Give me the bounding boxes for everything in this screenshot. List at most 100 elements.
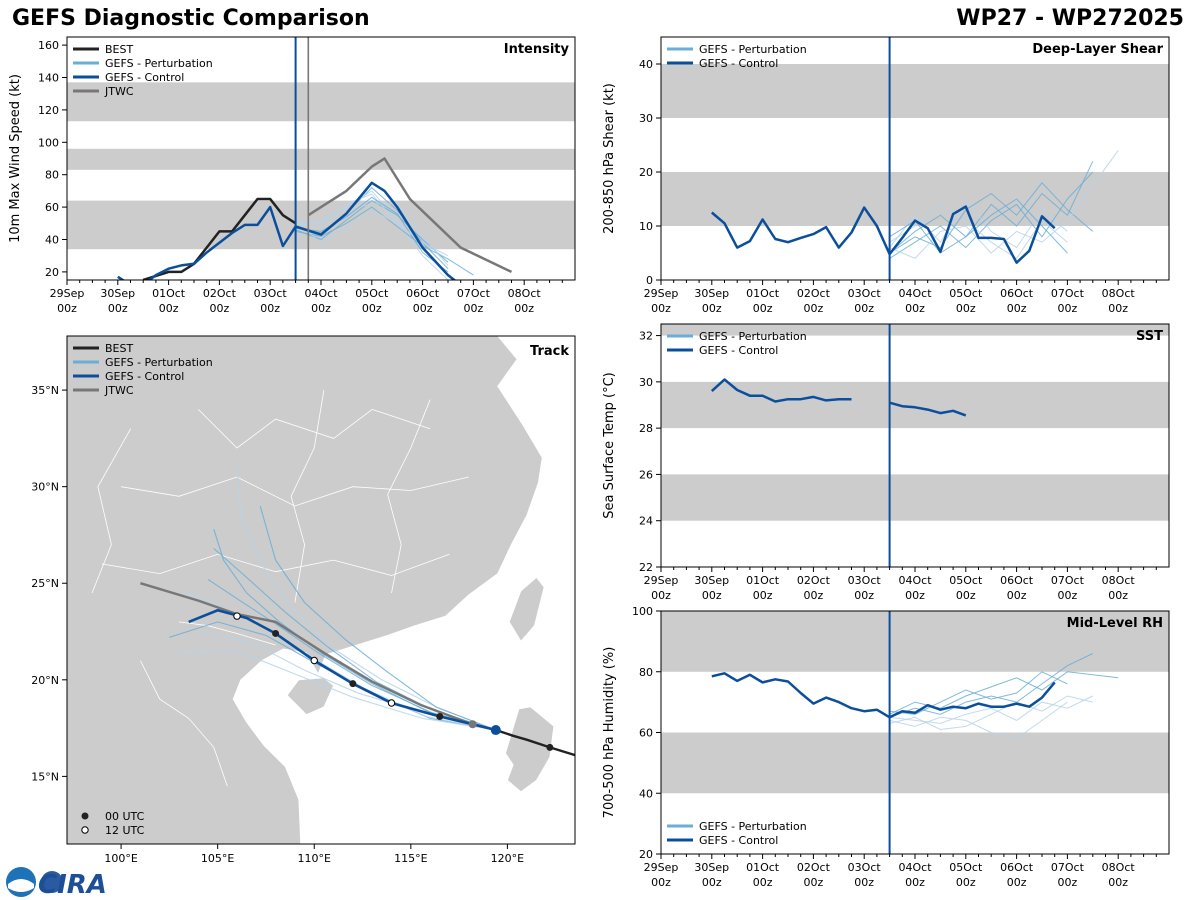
sst-xtick-sublabel: 00z <box>753 589 773 602</box>
intensity-xtick-label: 06Oct <box>406 287 440 300</box>
track-perturbation-line <box>236 467 496 731</box>
track-panel: 100°E 105°E 110°E 115°E 120°E 15°N 20°N 25°N 30°… <box>31 335 576 865</box>
intensity-xtick-sublabel: 00z <box>362 302 382 315</box>
utc-legend-12-label: 12 UTC <box>105 824 145 837</box>
track-lon-label: 115°E <box>394 852 427 865</box>
rh-xtick-sublabel: 00z <box>702 876 722 889</box>
intensity-xtick-sublabel: 00z <box>159 302 179 315</box>
intensity-band-0 <box>67 200 575 250</box>
sst-xtick-label: 02Oct <box>797 574 831 587</box>
rh-xtick-sublabel: 00z <box>1108 876 1128 889</box>
track-lon-label: 105°E <box>201 852 234 865</box>
rh-xtick-label: 08Oct <box>1102 861 1136 874</box>
track-frame <box>66 335 576 845</box>
track-jtwc-point-00z <box>468 720 477 729</box>
intensity-perturbation-line <box>295 209 449 257</box>
rh-xtick-label: 30Sep <box>694 861 729 874</box>
legend-label-ctrl: GEFS - Control <box>105 71 184 84</box>
sst-xtick-sublabel: 00z <box>1007 589 1027 602</box>
shear-title: Deep-Layer Shear <box>1032 42 1163 57</box>
luzon-landmass <box>505 706 555 793</box>
track-init-marker <box>490 725 501 736</box>
sst-ytick-label: 22 <box>639 561 653 574</box>
sst-xtick-label: 04Oct <box>898 574 932 587</box>
rh-perturbation-line <box>889 695 1093 731</box>
intensity-xtick-sublabel: 00z <box>311 302 331 315</box>
rh-ytick-label: 80 <box>639 666 653 679</box>
shear-xtick-sublabel: 00z <box>854 302 874 315</box>
intensity-series-jtwc <box>307 157 513 274</box>
sst-frame <box>660 323 1170 568</box>
storm-id-title: WP27 - WP272025 <box>956 6 1184 31</box>
rh-plot-area <box>661 611 1169 794</box>
province-border-line <box>140 660 228 787</box>
track-lon-label: 110°E <box>298 852 331 865</box>
legend-label-pert: GEFS - Perturbation <box>105 356 213 369</box>
intensity-perturbation-line <box>295 203 449 266</box>
intensity-xtick-sublabel: 00z <box>464 302 484 315</box>
track-perturbation-line <box>178 650 496 731</box>
track-perturbation-line <box>259 505 496 731</box>
intensity-series-control <box>117 181 457 280</box>
rh-ytick-label: 20 <box>639 848 653 861</box>
legend-label-pert: GEFS - Perturbation <box>699 820 807 833</box>
intensity-perturbation-line <box>295 196 449 273</box>
track-control-point-12z <box>387 699 396 707</box>
sst-xtick-sublabel: 00z <box>702 589 722 602</box>
intensity-xtick-label: 04Oct <box>304 287 338 300</box>
shear-ytick-label: 0 <box>646 274 653 287</box>
track-best-point-00z <box>546 743 554 751</box>
rh-title: Mid-Level RH <box>1067 616 1163 631</box>
rh-xtick-label: 06Oct <box>1000 861 1034 874</box>
shear-xtick-label: 29Sep <box>644 287 679 300</box>
intensity-ytick-label: 40 <box>45 234 59 247</box>
sst-band-1 <box>661 381 1169 429</box>
track-lat-label: 20°N <box>31 674 59 687</box>
shear-perturbation-line <box>889 198 1068 249</box>
track-best-line <box>495 728 575 757</box>
shear-xtick-sublabel: 00z <box>1007 302 1027 315</box>
rh-xtick-sublabel: 00z <box>1058 876 1078 889</box>
rh-ytick-label: 100 <box>632 605 653 618</box>
utc-legend-00-marker <box>81 812 89 820</box>
rh-xtick-label: 07Oct <box>1051 861 1085 874</box>
sst-xtick-label: 05Oct <box>949 574 983 587</box>
province-border-line <box>121 476 469 507</box>
track-lat-label: 35°N <box>31 384 59 397</box>
rh-ytick-label: 40 <box>639 787 653 800</box>
rh-band-0 <box>661 732 1169 794</box>
rh-xtick-label: 04Oct <box>898 861 932 874</box>
intensity-perturbation-line <box>295 200 449 263</box>
intensity-xtick-label: 07Oct <box>457 287 491 300</box>
province-border-line <box>387 399 431 593</box>
legend-label-ctrl: GEFS - Control <box>699 57 778 70</box>
province-border-line <box>101 553 450 576</box>
rh-xtick-label: 03Oct <box>848 861 882 874</box>
shear-perturbation-line <box>889 198 1068 254</box>
intensity-xtick-label: 08Oct <box>508 287 542 300</box>
sst-ytick-label: 28 <box>639 422 653 435</box>
shear-xtick-sublabel: 00z <box>804 302 824 315</box>
sst-xtick-sublabel: 00z <box>854 589 874 602</box>
rh-perturbation-line <box>889 671 1119 715</box>
intensity-xtick-sublabel: 00z <box>514 302 534 315</box>
intensity-ytick-label: 120 <box>38 104 59 117</box>
shear-xtick-label: 06Oct <box>1000 287 1034 300</box>
shear-xtick-label: 30Sep <box>694 287 729 300</box>
sst-xtick-label: 29Sep <box>644 574 679 587</box>
shear-plot-area <box>661 64 1169 264</box>
intensity-ylabel: 10m Max Wind Speed (kt) <box>8 74 23 243</box>
intensity-xtick-sublabel: 00z <box>413 302 433 315</box>
sst-xtick-label: 06Oct <box>1000 574 1034 587</box>
intensity-xtick-sublabel: 00z <box>57 302 77 315</box>
intensity-perturbation-line <box>295 193 449 280</box>
intensity-ytick-label: 100 <box>38 136 59 149</box>
track-lon-label: 100°E <box>104 852 137 865</box>
intensity-xtick-sublabel: 00z <box>210 302 230 315</box>
sst-ylabel: Sea Surface Temp (°C) <box>602 372 617 519</box>
sst-xtick-label: 03Oct <box>848 574 882 587</box>
rh-xtick-sublabel: 00z <box>651 876 671 889</box>
rh-xtick-sublabel: 00z <box>956 876 976 889</box>
rh-xtick-label: 01Oct <box>746 861 780 874</box>
sst-ytick-label: 24 <box>639 515 653 528</box>
